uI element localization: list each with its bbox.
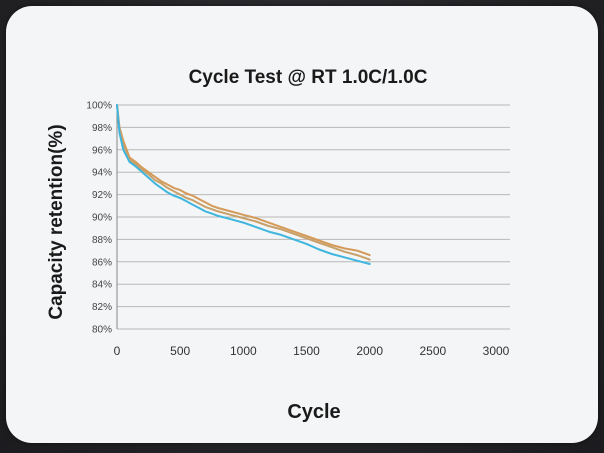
y-tick-label: 96% [92,145,112,156]
y-axis-label: Capacity retention(%) [46,124,67,319]
series-layer [116,104,371,265]
y-tick-label: 90% [92,213,112,224]
series-line-1 [116,104,371,257]
grid-layer [117,104,510,330]
y-tick-label: 92% [92,190,112,201]
chart-card: Cycle Test @ RT 1.0C/1.0C 80% 82% 84% 86% 88… [6,6,598,443]
y-tick-label: 100% [86,101,112,112]
x-tick-label: 0 [114,344,121,358]
x-tick-label: 500 [170,344,190,358]
chart-title: Cycle Test @ RT 1.0C/1.0C [189,67,428,88]
y-tick-label: 80% [92,325,112,336]
y-tick-label: 82% [92,302,112,313]
series-line-3 [116,104,371,265]
y-tick-label: 84% [92,280,112,291]
x-tick-label: 1500 [293,344,320,358]
x-tick-label: 2000 [356,344,383,358]
x-tick-label: 1000 [230,344,257,358]
y-tick-label: 86% [92,257,112,268]
x-tick-label: 2500 [419,344,446,358]
x-axis-label: Cycle [287,401,340,423]
x-tick-label: 3000 [483,344,510,358]
y-tick-label: 88% [92,235,112,246]
series-line-2 [116,104,371,261]
capacity-retention-chart: Cycle Test @ RT 1.0C/1.0C 80% 82% 84% 86% 88… [46,67,510,423]
y-tick-label: 94% [92,168,112,179]
tick-layer: 80% 82% 84% 86% 88% 90% 92% 94% 96% 98% 100% 0 500 10… [86,101,509,359]
y-tick-label: 98% [92,123,112,134]
